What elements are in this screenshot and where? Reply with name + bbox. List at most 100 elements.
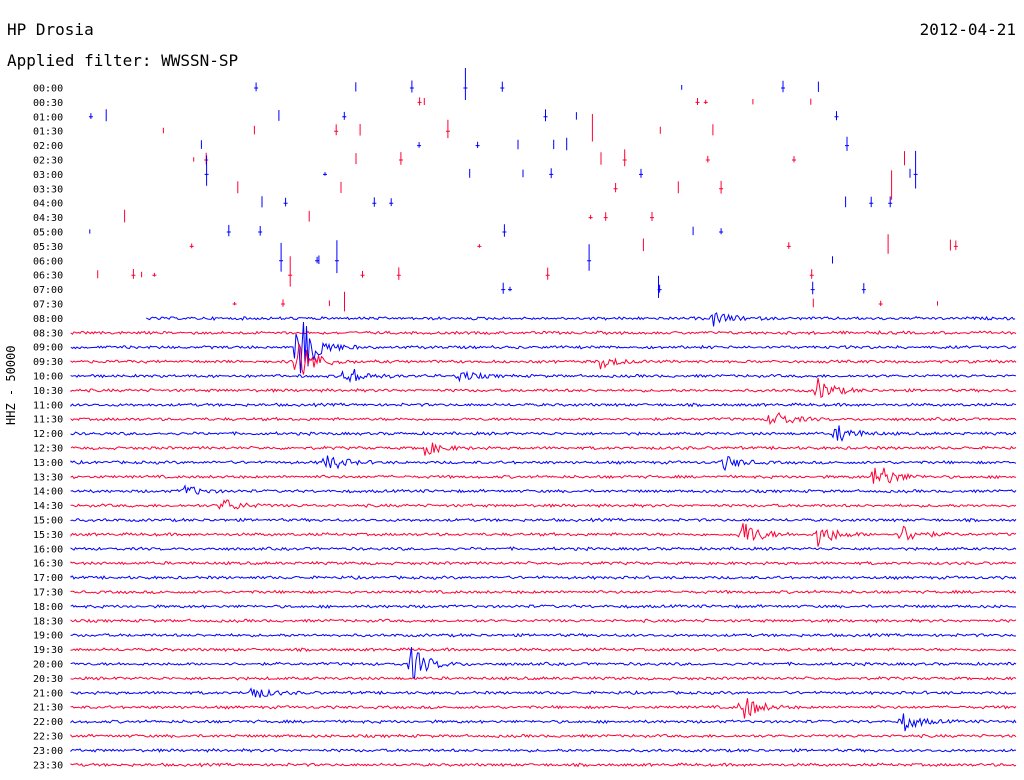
time-tick-label: 13:30 xyxy=(33,472,63,483)
seismogram-trace-row xyxy=(97,256,814,287)
seismogram-trace-row xyxy=(70,499,1017,510)
time-tick-label: 07:30 xyxy=(33,300,63,311)
seismogram-trace-row xyxy=(70,546,1017,552)
time-tick-label: 10:30 xyxy=(33,386,63,397)
time-tick-label: 16:30 xyxy=(33,559,63,570)
date-label: 2012-04-21 xyxy=(919,20,1016,39)
seismogram-trace-row xyxy=(88,109,839,122)
seismogram-trace-row xyxy=(70,647,1017,653)
seismogram-trace-row xyxy=(193,149,905,167)
time-tick-label: 04:30 xyxy=(33,213,63,224)
time-tick-labels: 00:00 00:30 01:00 01:30 02:00 02:30 03:00 03:30… xyxy=(33,84,63,772)
seismogram-trace-row xyxy=(70,713,1017,732)
time-tick-label: 16:00 xyxy=(33,544,63,555)
time-tick-label: 20:00 xyxy=(33,660,63,671)
time-tick-label: 19:00 xyxy=(33,631,63,642)
time-tick-label: 21:30 xyxy=(33,703,63,714)
time-tick-label: 19:30 xyxy=(33,645,63,656)
time-tick-label: 22:00 xyxy=(33,717,63,728)
seismogram-trace-row xyxy=(70,560,1017,566)
time-tick-label: 01:00 xyxy=(33,112,63,123)
seismogram-trace-row xyxy=(70,733,1017,739)
time-tick-label: 12:00 xyxy=(33,429,63,440)
seismogram-trace-row xyxy=(70,425,1017,443)
filter-label: Applied filter: WWSSN-SP xyxy=(7,51,239,70)
time-tick-label: 09:30 xyxy=(33,357,63,368)
time-tick-label: 22:30 xyxy=(33,732,63,743)
time-tick-label: 08:00 xyxy=(33,314,63,325)
seismogram-traces xyxy=(70,68,1017,768)
seismogram-trace-row xyxy=(70,517,1017,523)
time-tick-label: 14:30 xyxy=(33,501,63,512)
seismogram-trace-row xyxy=(70,321,1017,374)
time-tick-label: 02:30 xyxy=(33,156,63,167)
seismogram-trace-row xyxy=(189,234,958,254)
time-tick-label: 14:00 xyxy=(33,487,63,498)
time-tick-label: 18:00 xyxy=(33,602,63,613)
seismogram-trace-row xyxy=(70,632,1017,638)
seismogram-trace-row xyxy=(237,170,893,200)
time-tick-label: 15:30 xyxy=(33,530,63,541)
seismogram-trace-row xyxy=(124,209,654,223)
time-tick-label: 12:30 xyxy=(33,444,63,455)
seismogram-trace-row xyxy=(70,484,1017,495)
seismogram-trace-row xyxy=(70,618,1017,624)
time-tick-label: 08:30 xyxy=(33,328,63,339)
time-tick-label: 15:00 xyxy=(33,516,63,527)
time-tick-label: 00:30 xyxy=(33,98,63,109)
time-tick-label: 20:30 xyxy=(33,674,63,685)
seismogram-trace-row xyxy=(70,604,1017,609)
seismogram-trace-row xyxy=(70,343,1017,375)
time-tick-label: 11:30 xyxy=(33,415,63,426)
time-tick-label: 05:30 xyxy=(33,242,63,253)
time-tick-label: 18:30 xyxy=(33,616,63,627)
time-tick-label: 06:00 xyxy=(33,256,63,267)
time-tick-label: 09:00 xyxy=(33,343,63,354)
seismogram-trace-row xyxy=(70,442,1017,456)
time-tick-label: 00:00 xyxy=(33,84,63,95)
seismogram-trace-row xyxy=(70,455,1017,472)
time-tick-label: 04:00 xyxy=(33,199,63,210)
seismogram-trace-row xyxy=(70,330,1017,336)
seismogram-trace-row xyxy=(501,275,866,298)
seismogram-trace-row xyxy=(70,467,1017,484)
time-tick-label: 17:30 xyxy=(33,588,63,599)
seismogram-trace-row xyxy=(162,114,714,142)
seismogram-trace-row xyxy=(146,312,1016,327)
time-tick-label: 21:00 xyxy=(33,688,63,699)
seismogram-trace-row xyxy=(70,412,1017,426)
time-tick-label: 23:30 xyxy=(33,760,63,771)
seismogram-trace-row xyxy=(200,136,849,151)
seismogram-trace-row xyxy=(204,150,918,189)
seismogram-trace-row xyxy=(70,368,1017,384)
seismogram-trace-row xyxy=(70,589,1017,595)
seismogram-trace-row xyxy=(70,574,1017,581)
seismogram-trace-row xyxy=(70,687,1017,698)
seismogram-trace-row xyxy=(279,240,833,274)
time-tick-label: 11:00 xyxy=(33,400,63,411)
time-tick-label: 06:30 xyxy=(33,271,63,282)
time-tick-label: 07:00 xyxy=(33,285,63,296)
seismogram-trace-row xyxy=(70,647,1017,680)
time-tick-label: 03:00 xyxy=(33,170,63,181)
seismogram-trace-row xyxy=(254,68,819,100)
time-tick-label: 02:00 xyxy=(33,141,63,152)
time-tick-label: 17:00 xyxy=(33,573,63,584)
time-tick-label: 05:00 xyxy=(33,228,63,239)
seismogram-trace-row xyxy=(70,747,1017,753)
time-tick-label: 01:30 xyxy=(33,127,63,138)
seismogram-trace-row xyxy=(70,675,1017,681)
seismogram-trace-row xyxy=(70,402,1017,408)
seismogram-trace-row xyxy=(70,762,1017,768)
seismogram-trace-row xyxy=(261,196,893,208)
seismogram-trace-row xyxy=(70,523,1017,547)
seismogram-trace-row xyxy=(232,291,938,312)
seismogram-trace-row xyxy=(70,698,1017,719)
time-tick-label: 23:00 xyxy=(33,746,63,757)
time-tick-label: 13:00 xyxy=(33,458,63,469)
seismogram-trace-row xyxy=(70,377,1017,399)
time-tick-label: 03:30 xyxy=(33,184,63,195)
seismogram-trace-row xyxy=(89,224,724,237)
time-tick-label: 10:00 xyxy=(33,372,63,383)
